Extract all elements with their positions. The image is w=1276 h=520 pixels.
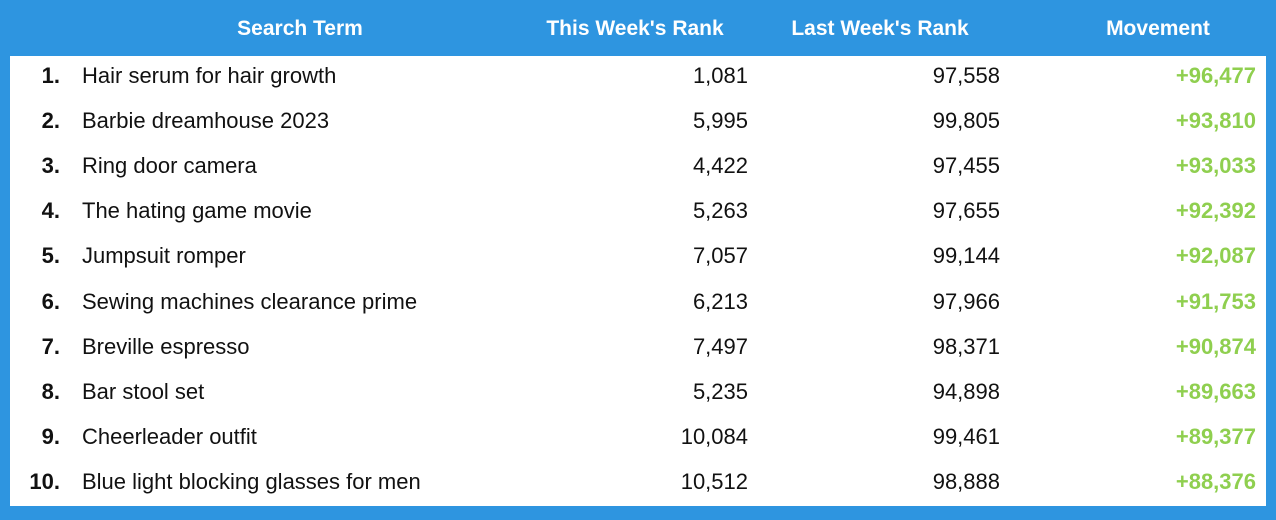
search-term: Breville espresso [82, 333, 250, 359]
this-week-rank: 7,497 [692, 333, 748, 359]
last-week-rank: 98,371 [932, 333, 1000, 359]
search-term: Ring door camera [82, 153, 257, 179]
last-week-rank: 99,144 [932, 243, 1000, 269]
this-week-rank: 7,057 [692, 243, 748, 269]
last-week-rank: 99,461 [932, 423, 1000, 449]
movement: +90,874 [1175, 333, 1256, 359]
this-week-rank: 5,995 [692, 108, 748, 134]
last-week-rank: 97,966 [932, 288, 1000, 314]
movement: +88,376 [1175, 468, 1256, 494]
last-week-rank: 97,655 [932, 198, 1000, 224]
movement: +91,753 [1175, 288, 1256, 314]
column-header: This Week's Rank [546, 17, 724, 40]
rank-number: 6. [41, 288, 60, 314]
this-week-rank: 10,084 [680, 423, 748, 449]
column-header: Movement [1106, 17, 1210, 40]
last-week-rank: 97,558 [932, 63, 1000, 88]
movement: +93,810 [1175, 108, 1256, 134]
rank-number: 9. [41, 423, 60, 449]
rank-number: 7. [41, 333, 60, 359]
rank-number: 4. [41, 198, 60, 224]
search-term: Bar stool set [82, 378, 205, 404]
search-term: Hair serum for hair growth [82, 63, 337, 88]
this-week-rank: 5,235 [692, 378, 748, 404]
rank-number: 8. [41, 378, 60, 404]
movement: +92,392 [1175, 198, 1256, 224]
movement: +89,377 [1175, 423, 1256, 449]
this-week-rank: 4,422 [692, 153, 748, 179]
rank-number: 3. [41, 153, 60, 179]
rank-number: 5. [41, 243, 60, 269]
search-term: Blue light blocking glasses for men [82, 468, 421, 494]
search-term: The hating game movie [82, 198, 312, 224]
rank-number: 1. [41, 63, 60, 88]
table-body [10, 56, 1266, 506]
this-week-rank: 6,213 [692, 288, 748, 314]
last-week-rank: 99,805 [932, 108, 1000, 134]
search-term: Sewing machines clearance prime [82, 288, 418, 314]
column-header: Search Term [237, 17, 363, 40]
search-term: Barbie dreamhouse 2023 [82, 108, 330, 134]
search-term: Cheerleader outfit [82, 423, 257, 449]
movement: +96,477 [1175, 63, 1256, 88]
this-week-rank: 1,081 [692, 63, 748, 88]
rank-number: 2. [41, 108, 60, 134]
movement: +89,663 [1175, 378, 1256, 404]
last-week-rank: 94,898 [932, 378, 1000, 404]
last-week-rank: 97,455 [932, 153, 1000, 179]
movement: +92,087 [1175, 243, 1256, 269]
this-week-rank: 5,263 [692, 198, 748, 224]
movement: +93,033 [1175, 153, 1256, 179]
rank-number: 10. [29, 468, 60, 494]
search-term: Jumpsuit romper [82, 243, 246, 269]
column-header: Last Week's Rank [791, 17, 969, 40]
last-week-rank: 98,888 [932, 468, 1000, 494]
this-week-rank: 10,512 [680, 468, 748, 494]
